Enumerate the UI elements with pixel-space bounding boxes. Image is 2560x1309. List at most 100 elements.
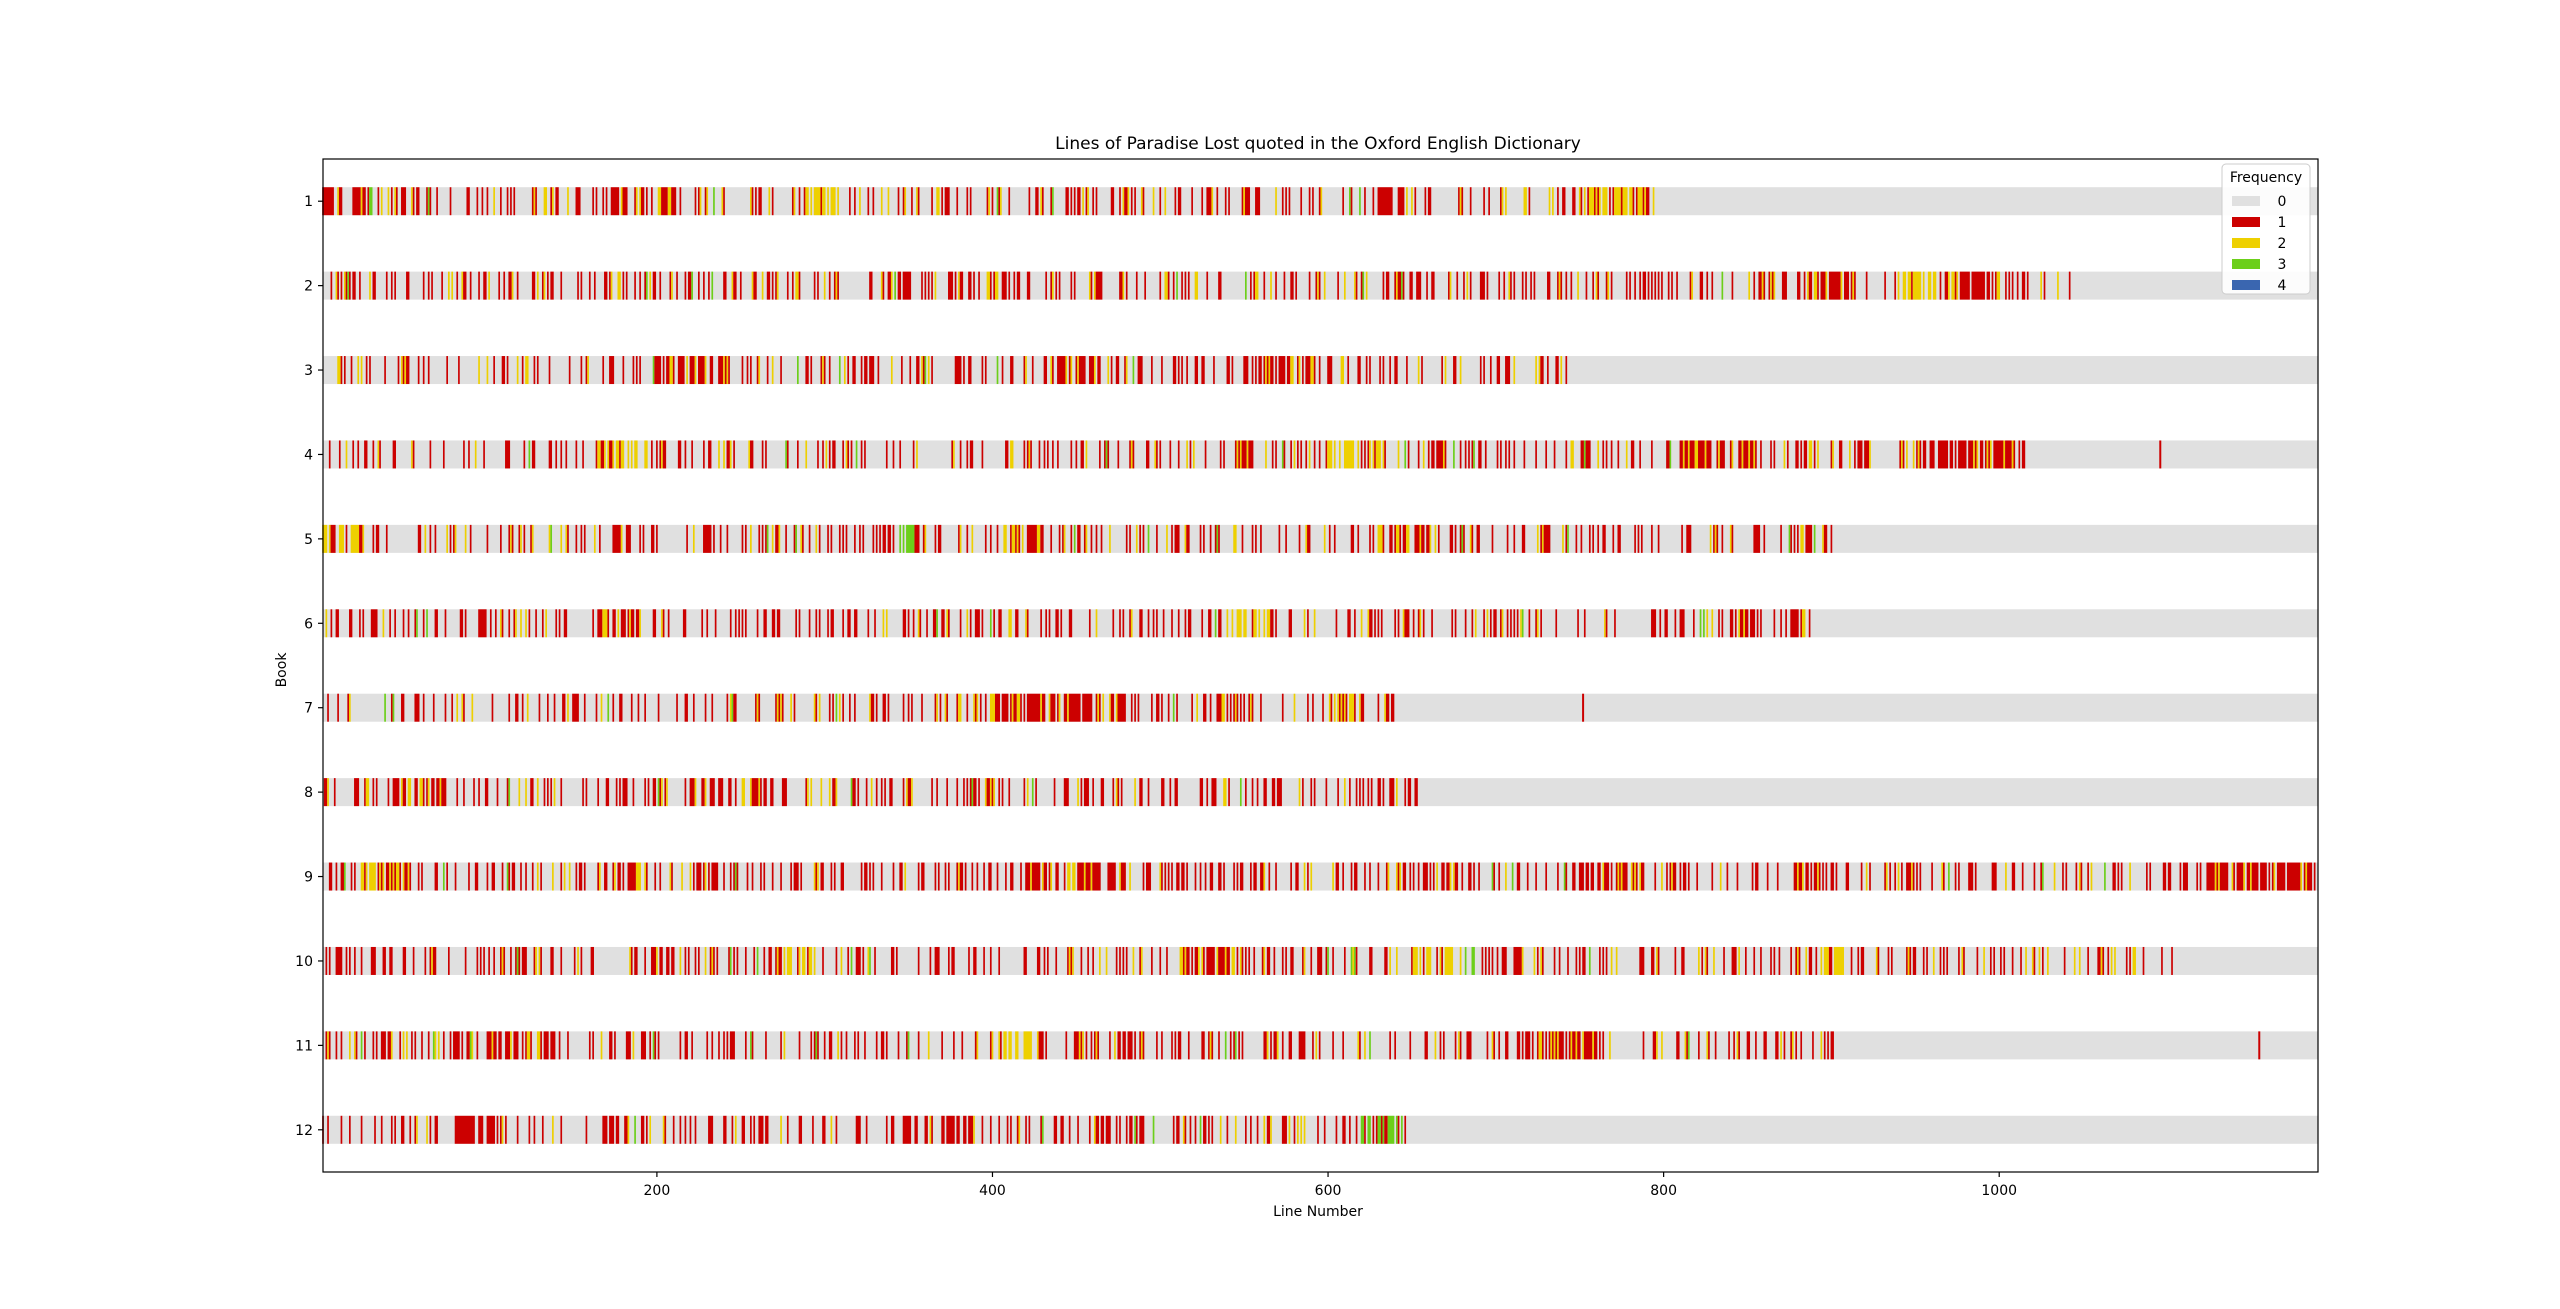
quoted-line-mark [395, 862, 400, 891]
quoted-line-mark [996, 187, 999, 216]
quoted-line-mark [1273, 1031, 1277, 1060]
quoted-line-mark [1773, 271, 1776, 300]
quoted-line-mark [429, 187, 432, 216]
quoted-line-mark [1040, 693, 1042, 722]
quoted-line-mark [741, 778, 745, 807]
quoted-line-mark [501, 609, 504, 638]
quoted-line-mark [817, 1031, 819, 1060]
quoted-line-mark [369, 187, 373, 216]
quoted-line-mark [478, 356, 480, 385]
quoted-line-mark [1228, 187, 1230, 216]
quoted-line-mark [580, 356, 583, 385]
quoted-line-mark [1414, 778, 1418, 807]
quoted-line-mark [1135, 1115, 1138, 1144]
quoted-line-mark [1134, 187, 1136, 216]
quoted-line-mark [436, 187, 438, 216]
quoted-line-mark [662, 356, 665, 385]
quoted-line-mark [1394, 1031, 1397, 1060]
book-row-7 [323, 693, 2318, 722]
quoted-line-mark [1718, 440, 1720, 469]
quoted-line-mark [1557, 862, 1559, 891]
quoted-line-mark [1276, 778, 1282, 807]
quoted-line-mark [1547, 271, 1551, 300]
quoted-line-mark [1570, 440, 1574, 469]
quoted-line-mark [1281, 1031, 1284, 1060]
quoted-line-mark [362, 524, 365, 553]
quoted-line-mark [1473, 862, 1475, 891]
quoted-line-mark [1441, 356, 1443, 385]
quoted-line-mark [1060, 609, 1063, 638]
quoted-line-mark [998, 1031, 1001, 1060]
quoted-line-mark [2057, 271, 2059, 300]
quoted-line-mark [729, 946, 732, 975]
quoted-line-mark [2005, 271, 2007, 300]
quoted-line-mark [1466, 1031, 1472, 1060]
quoted-line-mark [1760, 440, 1762, 469]
quoted-line-mark [488, 946, 490, 975]
quoted-line-mark [1958, 862, 1960, 891]
quoted-line-mark [1156, 1031, 1158, 1060]
quoted-line-mark [1189, 1115, 1192, 1144]
quoted-line-mark [684, 271, 687, 300]
quoted-line-mark [469, 271, 472, 300]
quoted-line-mark [1488, 187, 1490, 216]
quoted-line-mark [948, 946, 950, 975]
quoted-line-mark [1040, 524, 1044, 553]
quoted-line-mark [1026, 693, 1041, 722]
quoted-line-mark [1397, 271, 1402, 300]
quoted-line-mark [1651, 271, 1653, 300]
quoted-line-mark [659, 271, 662, 300]
quoted-line-mark [1124, 356, 1126, 385]
y-tick-label: 3 [304, 363, 313, 379]
quoted-line-mark [343, 862, 346, 891]
quoted-line-mark [2107, 946, 2110, 975]
quoted-line-mark [1394, 356, 1398, 385]
quoted-line-mark [1035, 778, 1037, 807]
quoted-line-mark [478, 1115, 484, 1144]
quoted-line-mark [924, 524, 927, 553]
quoted-line-mark [411, 187, 413, 216]
quoted-line-mark [892, 862, 895, 891]
quoted-line-mark [934, 693, 937, 722]
quoted-line-mark [1698, 946, 1700, 975]
y-tick-label: 2 [304, 279, 313, 295]
quoted-line-mark [786, 1115, 789, 1144]
quoted-line-mark [1865, 862, 1868, 891]
quoted-line-mark [1367, 609, 1370, 638]
quoted-line-mark [692, 693, 695, 722]
quoted-line-mark [1788, 524, 1791, 553]
quoted-line-mark [793, 524, 796, 553]
quoted-line-mark [758, 524, 761, 553]
quoted-line-mark [1897, 271, 1900, 300]
quoted-line-mark [1572, 187, 1576, 216]
quoted-line-mark [523, 440, 526, 469]
quoted-line-mark [466, 187, 470, 216]
quoted-line-mark [768, 187, 771, 216]
quoted-line-mark [731, 693, 734, 722]
quoted-line-mark [349, 271, 351, 300]
quoted-line-mark [394, 862, 396, 891]
quoted-line-mark [338, 440, 341, 469]
quoted-line-mark [1501, 946, 1507, 975]
quoted-line-mark [832, 440, 836, 469]
quoted-line-mark [1823, 524, 1828, 553]
quoted-line-mark [1053, 778, 1056, 807]
quoted-line-mark [365, 862, 368, 891]
quoted-line-mark [505, 1031, 511, 1060]
quoted-line-mark [1543, 524, 1551, 553]
quoted-line-mark [1406, 356, 1408, 385]
quoted-line-mark [840, 946, 843, 975]
quoted-line-mark [1906, 946, 1908, 975]
quoted-line-mark [491, 693, 494, 722]
quoted-line-mark [766, 356, 769, 385]
quoted-line-mark [1161, 1031, 1163, 1060]
quoted-line-mark [791, 271, 794, 300]
quoted-line-mark [1907, 271, 1912, 300]
quoted-line-mark [427, 778, 430, 807]
quoted-line-mark [1780, 1031, 1782, 1060]
quoted-line-mark [1807, 271, 1809, 300]
book-row-6 [323, 609, 2318, 638]
quoted-line-mark [850, 778, 853, 807]
quoted-line-mark [575, 440, 578, 469]
quoted-line-mark [885, 440, 888, 469]
